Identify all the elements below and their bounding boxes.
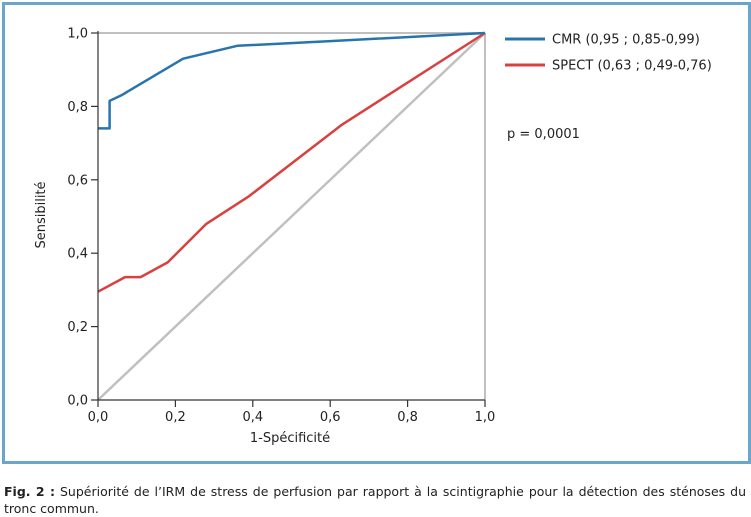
y-tick-label: 0,4 xyxy=(67,247,88,262)
legend-label-cmr: CMR (0,95 ; 0,85-0,99) xyxy=(552,33,700,48)
x-tick-label: 0,8 xyxy=(397,410,418,425)
x-tick-label: 0,6 xyxy=(320,410,341,425)
legend-label-spect: SPECT (0,63 ; 0,49-0,76) xyxy=(552,59,712,74)
x-axis-label: 1-Spécificité xyxy=(250,431,330,446)
x-tick-label: 0,0 xyxy=(88,410,109,425)
figure-frame: 0,0 0,2 0,4 0,6 0,8 1,0 0,0 0,2 0,4 0,6 0,8 1,0 CMR… xyxy=(2,2,751,464)
y-tick-label: 0,8 xyxy=(67,100,88,115)
series-cmr-line xyxy=(98,31,486,130)
series-spect-line xyxy=(97,31,486,293)
caption-label: Fig. 2 : xyxy=(4,484,55,499)
x-tick-label: 1,0 xyxy=(475,410,496,425)
x-tick-label: 0,2 xyxy=(165,410,186,425)
y-axis-label: Sensibilité xyxy=(34,181,49,248)
roc-chart: 0,0 0,2 0,4 0,6 0,8 1,0 0,0 0,2 0,4 0,6 0,8 1,0 CMR… xyxy=(34,27,712,447)
y-tick-label: 0,2 xyxy=(67,320,88,335)
p-value-annotation: p = 0,0001 xyxy=(507,127,580,142)
y-tick-label: 0,0 xyxy=(67,394,88,409)
reference-line xyxy=(97,32,486,401)
x-tick-label: 0,4 xyxy=(242,410,263,425)
figure-caption: Fig. 2 : Supériorité de l’IRM de stress … xyxy=(4,483,746,517)
y-tick-label: 1,0 xyxy=(67,27,88,42)
y-tick-label: 0,6 xyxy=(67,173,88,188)
caption-text: Supériorité de l’IRM de stress de perfus… xyxy=(4,484,747,516)
